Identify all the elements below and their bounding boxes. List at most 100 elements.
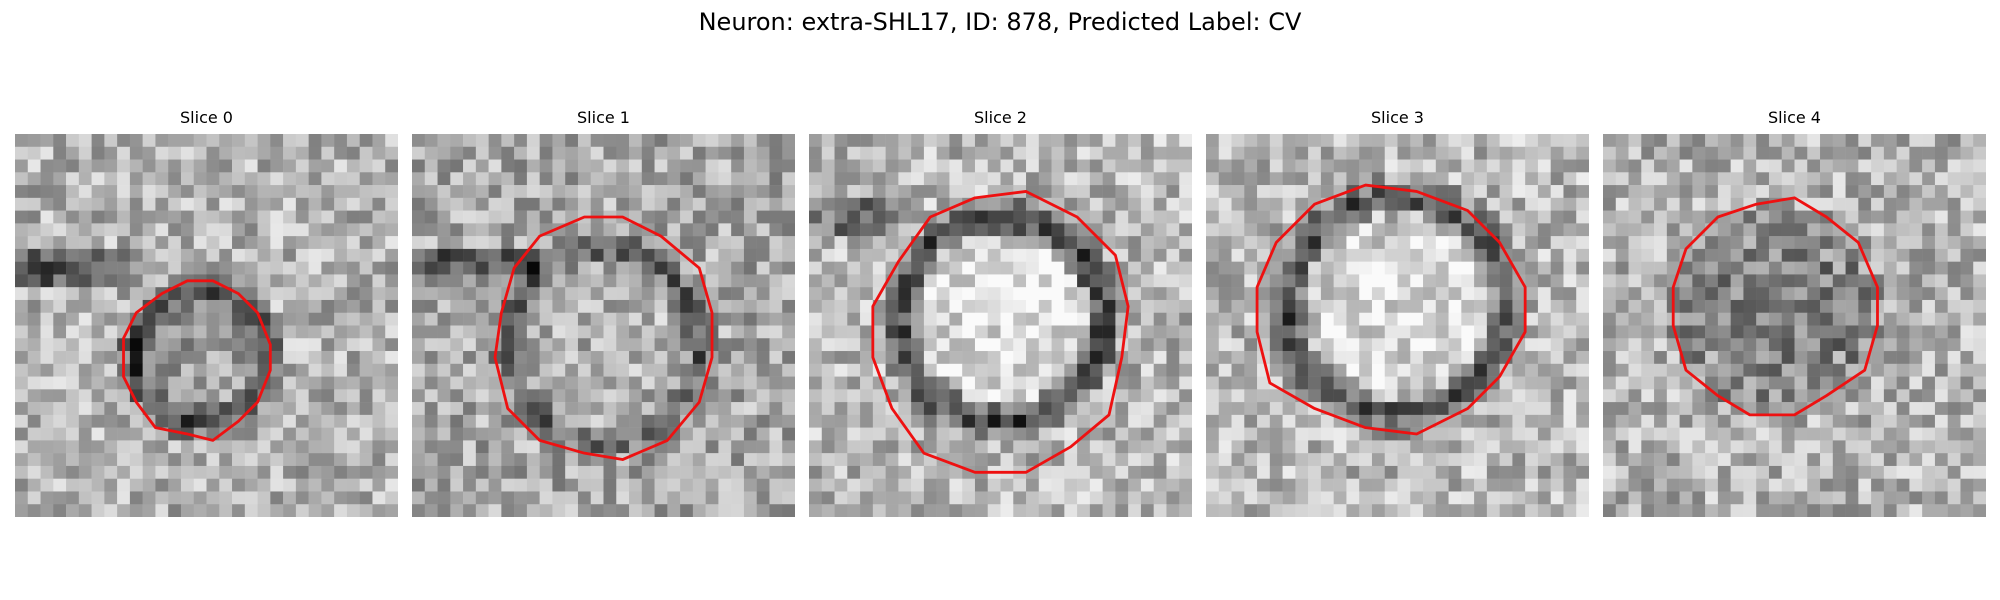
image-pixel bbox=[1820, 312, 1834, 326]
image-pixel bbox=[1013, 478, 1027, 492]
image-pixel bbox=[1153, 491, 1167, 505]
image-pixel bbox=[1026, 363, 1040, 377]
image-pixel bbox=[372, 248, 386, 262]
image-pixel bbox=[1153, 185, 1167, 199]
image-pixel bbox=[1397, 389, 1411, 403]
image-pixel bbox=[590, 440, 604, 454]
image-pixel bbox=[552, 453, 566, 467]
image-pixel bbox=[821, 465, 835, 479]
image-pixel bbox=[1845, 210, 1859, 224]
image-pixel bbox=[1858, 172, 1872, 186]
image-pixel bbox=[1397, 338, 1411, 352]
image-pixel bbox=[450, 491, 464, 505]
image-pixel bbox=[193, 363, 207, 377]
image-pixel bbox=[1858, 325, 1872, 339]
image-pixel bbox=[936, 172, 950, 186]
image-pixel bbox=[1845, 312, 1859, 326]
image-pixel bbox=[1641, 261, 1655, 275]
image-pixel bbox=[142, 287, 156, 301]
image-pixel bbox=[718, 134, 732, 148]
image-pixel bbox=[437, 159, 451, 173]
image-pixel bbox=[667, 261, 681, 275]
image-pixel bbox=[1603, 325, 1617, 339]
image-pixel bbox=[1218, 363, 1232, 377]
image-pixel bbox=[104, 491, 118, 505]
image-pixel bbox=[1206, 172, 1220, 186]
image-pixel bbox=[334, 146, 348, 160]
image-pixel bbox=[1474, 504, 1488, 517]
image-pixel bbox=[1717, 351, 1731, 365]
image-pixel bbox=[821, 134, 835, 148]
image-pixel bbox=[641, 185, 655, 199]
image-pixel bbox=[1423, 351, 1437, 365]
image-pixel bbox=[1666, 478, 1680, 492]
image-pixel bbox=[590, 504, 604, 517]
image-pixel bbox=[1845, 491, 1859, 505]
image-pixel bbox=[1960, 159, 1974, 173]
image-pixel bbox=[821, 210, 835, 224]
image-pixel bbox=[1845, 134, 1859, 148]
image-pixel bbox=[1359, 248, 1373, 262]
image-pixel bbox=[1679, 287, 1693, 301]
image-pixel bbox=[308, 376, 322, 390]
image-pixel bbox=[692, 223, 706, 237]
image-pixel bbox=[552, 236, 566, 250]
image-pixel bbox=[180, 146, 194, 160]
image-pixel bbox=[283, 351, 297, 365]
image-pixel bbox=[1038, 197, 1052, 211]
image-pixel bbox=[257, 248, 271, 262]
image-pixel bbox=[1077, 159, 1091, 173]
image-pixel bbox=[1934, 274, 1948, 288]
image-pixel bbox=[616, 427, 630, 441]
image-pixel bbox=[680, 414, 694, 428]
image-pixel bbox=[117, 146, 131, 160]
image-pixel bbox=[1537, 248, 1551, 262]
image-pixel bbox=[1026, 210, 1040, 224]
image-pixel bbox=[629, 185, 643, 199]
image-pixel bbox=[769, 491, 783, 505]
image-pixel bbox=[834, 389, 848, 403]
image-pixel bbox=[206, 223, 220, 237]
image-pixel bbox=[1896, 210, 1910, 224]
image-pixel bbox=[1947, 338, 1961, 352]
image-pixel bbox=[1512, 504, 1526, 517]
image-pixel bbox=[769, 248, 783, 262]
image-pixel bbox=[463, 299, 477, 313]
image-pixel bbox=[168, 299, 182, 313]
image-pixel bbox=[372, 376, 386, 390]
image-pixel bbox=[782, 491, 795, 505]
image-pixel bbox=[1128, 248, 1142, 262]
image-pixel bbox=[1128, 185, 1142, 199]
image-pixel bbox=[334, 299, 348, 313]
image-pixel bbox=[641, 427, 655, 441]
image-pixel bbox=[1423, 223, 1437, 237]
image-pixel bbox=[1461, 338, 1475, 352]
image-pixel bbox=[501, 491, 515, 505]
image-pixel bbox=[1397, 134, 1411, 148]
image-pixel bbox=[1371, 172, 1385, 186]
image-pixel bbox=[1359, 274, 1373, 288]
image-pixel bbox=[1128, 197, 1142, 211]
image-pixel bbox=[1423, 478, 1437, 492]
image-pixel bbox=[1563, 453, 1577, 467]
image-pixel bbox=[1768, 185, 1782, 199]
image-pixel bbox=[1883, 261, 1897, 275]
image-pixel bbox=[437, 172, 451, 186]
image-pixel bbox=[1973, 351, 1986, 365]
image-pixel bbox=[1218, 146, 1232, 160]
image-pixel bbox=[488, 453, 502, 467]
image-pixel bbox=[1064, 325, 1078, 339]
image-pixel bbox=[104, 389, 118, 403]
image-pixel bbox=[809, 414, 823, 428]
image-pixel bbox=[1013, 312, 1027, 326]
image-pixel bbox=[1461, 159, 1475, 173]
image-pixel bbox=[168, 325, 182, 339]
image-pixel bbox=[193, 261, 207, 275]
image-pixel bbox=[1768, 465, 1782, 479]
image-pixel bbox=[66, 134, 80, 148]
image-pixel bbox=[66, 287, 80, 301]
image-pixel bbox=[1883, 146, 1897, 160]
image-pixel bbox=[1206, 351, 1220, 365]
image-pixel bbox=[412, 223, 426, 237]
image-pixel bbox=[321, 478, 335, 492]
